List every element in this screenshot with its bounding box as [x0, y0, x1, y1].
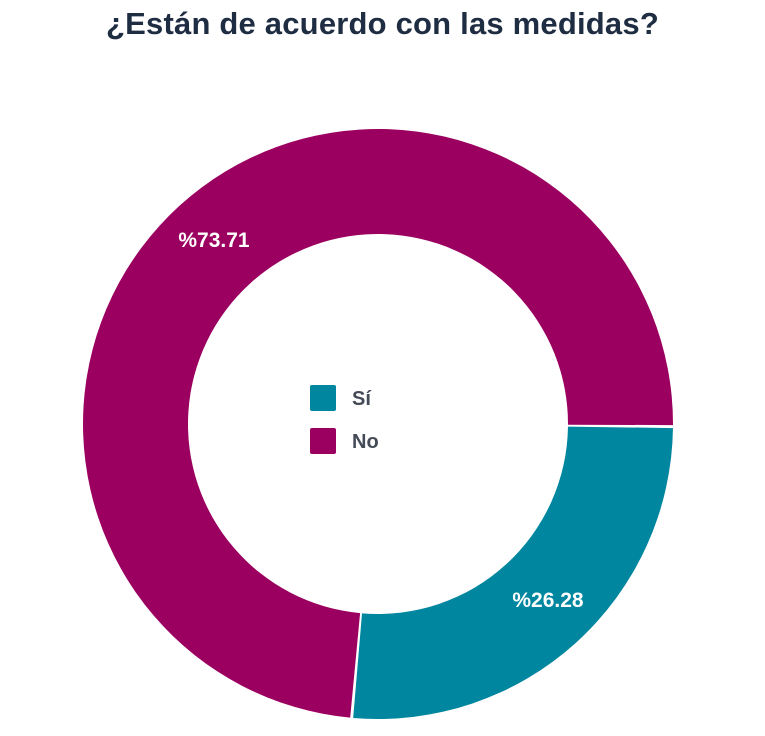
legend: Sí No — [310, 385, 379, 454]
legend-label-si: Sí — [352, 388, 372, 410]
slice-si — [353, 426, 673, 719]
slice-no — [82, 128, 673, 718]
slices-group — [82, 128, 673, 719]
slice-label-si: %26.28 — [512, 589, 584, 612]
legend-swatch-si — [310, 385, 336, 411]
slice-labels-group: %26.28 %73.71 — [178, 229, 584, 612]
slice-label-no: %73.71 — [178, 229, 250, 252]
chart-title: ¿Están de acuerdo con las medidas? — [106, 6, 659, 41]
legend-label-no: No — [352, 431, 379, 453]
legend-swatch-no — [310, 428, 336, 454]
